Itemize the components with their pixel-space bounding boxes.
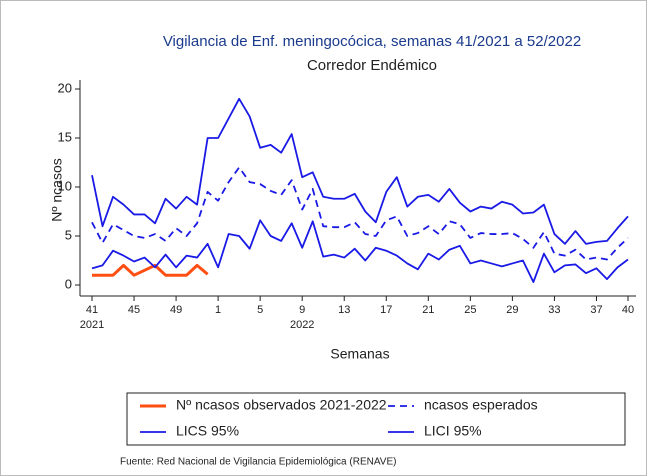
x-tick-label: 21 — [422, 304, 434, 316]
x-tick-label: 17 — [380, 304, 392, 316]
chart-subtitle: Corredor Endémico — [307, 57, 437, 74]
y-tick-label: 20 — [58, 80, 72, 95]
x-tick-label: 33 — [548, 304, 560, 316]
y-tick-label: 10 — [58, 178, 72, 193]
x-axis-label: Semanas — [330, 346, 389, 362]
series-line — [92, 263, 209, 277]
x-tick-label: 9 — [299, 304, 305, 316]
x-tick-label: 37 — [590, 304, 602, 316]
series-line — [91, 97, 629, 245]
x-tick-label: 25 — [464, 304, 476, 316]
legend-box — [126, 392, 626, 446]
x-tick-label: 49 — [170, 304, 182, 316]
x-tick-label: 13 — [338, 304, 350, 316]
y-tick-label: 0 — [65, 276, 72, 291]
source: Fuente: Red Nacional de Vigilancia Epide… — [120, 457, 396, 468]
x-tick-label: 29 — [506, 304, 518, 316]
y-tick-label: 5 — [65, 227, 72, 242]
x-tick-label: 1 — [215, 304, 221, 316]
legend-label: ncasos esperados — [424, 397, 538, 413]
x-tick-label: 40 — [622, 304, 634, 316]
legend-label: Nº ncasos observados 2021-2022 — [176, 397, 387, 413]
y-tick-label: 15 — [58, 129, 72, 144]
year-label: 2021 — [80, 319, 104, 331]
x-tick-label: 5 — [257, 304, 263, 316]
legend-label: LICI 95% — [424, 423, 482, 439]
x-tick-label: 45 — [128, 304, 140, 316]
series-line — [91, 219, 629, 283]
legend-label: LICS 95% — [176, 423, 239, 439]
series-line — [91, 166, 629, 261]
y-axis-label: Nº ncasos — [49, 158, 65, 221]
year-label: 2022 — [290, 319, 314, 331]
x-tick-label: 41 — [86, 304, 98, 316]
chart-title: Vigilancia de Enf. meningocócica, semana… — [163, 33, 581, 50]
